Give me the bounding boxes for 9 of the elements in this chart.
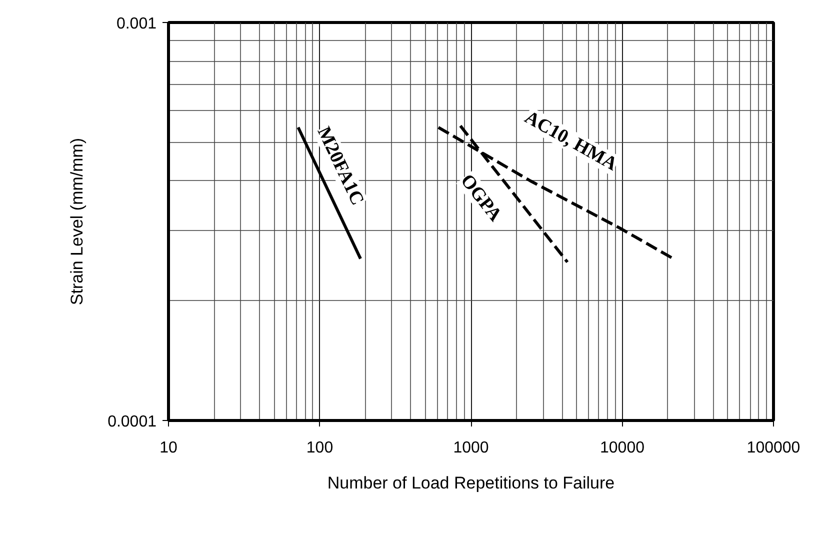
x-tick-label: 100 bbox=[306, 440, 334, 456]
x-tick-label: 10000 bbox=[600, 440, 645, 456]
y-tick-label: 0.0001 bbox=[108, 414, 157, 430]
x-tick-label: 10 bbox=[160, 440, 178, 456]
x-axis-title: Number of Load Repetitions to Failure bbox=[327, 474, 615, 492]
y-tick-label: 0.001 bbox=[116, 16, 157, 32]
x-tick-label: 100000 bbox=[746, 440, 800, 456]
x-tick-label: 1000 bbox=[453, 440, 489, 456]
y-axis-title: Strain Level (mm/mm) bbox=[68, 138, 87, 306]
